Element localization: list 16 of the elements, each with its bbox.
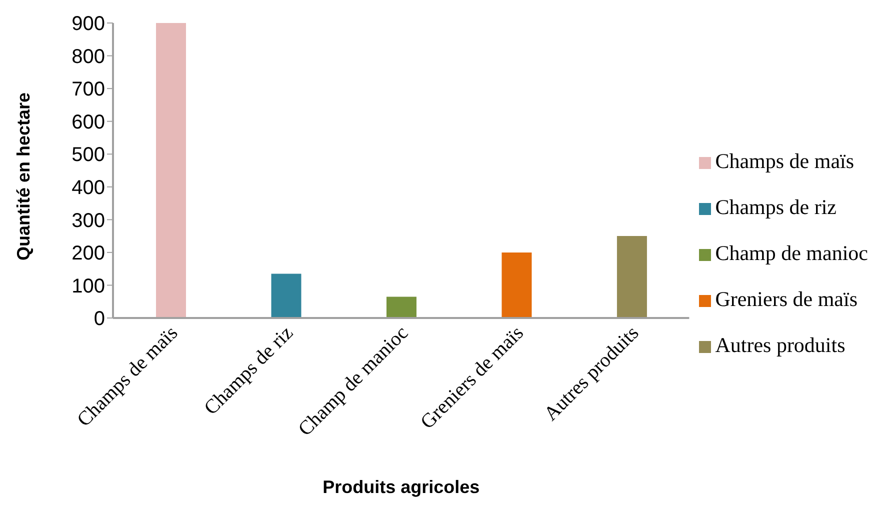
- y-tick-label: 800: [72, 46, 105, 68]
- y-tick-label: 500: [72, 144, 105, 166]
- x-axis-title: Produits agricoles: [322, 477, 480, 497]
- y-tick-label: 600: [72, 111, 105, 134]
- legend-label: Champ de manioc: [715, 241, 868, 265]
- y-tick-label: 700: [72, 78, 105, 101]
- legend-label: Greniers de maïs: [715, 287, 858, 311]
- y-tick-label: 200: [72, 242, 105, 265]
- y-tick-label: 900: [72, 13, 105, 36]
- legend-label: Champs de maïs: [715, 149, 854, 173]
- y-tick-label: 100: [72, 275, 105, 298]
- y-tick-label: 300: [72, 210, 105, 232]
- y-tick-label: 0: [94, 308, 105, 330]
- y-axis-title: Quantité en hectare: [13, 92, 34, 260]
- y-tick-label: 400: [72, 176, 105, 199]
- legend-label: Champs de riz: [715, 195, 837, 219]
